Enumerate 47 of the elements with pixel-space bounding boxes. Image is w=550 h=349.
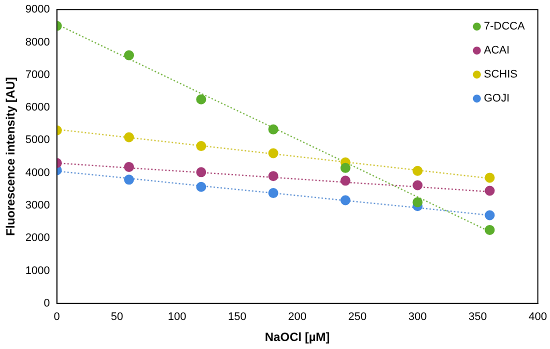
point — [196, 167, 206, 178]
x-tick-label: 350 — [468, 311, 487, 324]
point — [340, 195, 350, 206]
point — [268, 188, 278, 198]
legend-label: GOJI — [484, 92, 510, 105]
x-axis-title: NaOCl [µM] — [264, 330, 330, 344]
y-tick-label: 4000 — [25, 166, 50, 179]
point — [124, 50, 134, 60]
point — [268, 148, 278, 158]
legend-label: 7-DCCA — [484, 20, 526, 33]
point — [124, 162, 134, 172]
y-tick-label: 9000 — [25, 4, 50, 16]
y-tick-label: 3000 — [25, 200, 50, 212]
y-axis-title: Fluorescence intensity [AU] — [4, 77, 18, 236]
y-tick-label: 7000 — [25, 68, 50, 81]
x-tick-label: 400 — [528, 311, 548, 324]
point — [196, 182, 206, 192]
point — [340, 162, 350, 173]
x-tick-label: 250 — [348, 311, 367, 324]
y-tick-label: 6000 — [25, 102, 50, 114]
x-tick-label: 50 — [110, 311, 124, 324]
point — [484, 172, 495, 183]
point — [268, 124, 278, 134]
legend-label: ACAI — [484, 44, 510, 57]
point — [412, 197, 423, 208]
x-tick-label: 150 — [228, 311, 246, 324]
x-tick-label: 200 — [288, 311, 307, 324]
y-tick-label: 0 — [44, 297, 50, 310]
point — [484, 186, 495, 196]
point — [484, 224, 495, 235]
point — [196, 141, 206, 152]
legend-label: SCHIS — [484, 68, 518, 81]
point — [268, 171, 278, 182]
point — [412, 166, 423, 176]
x-tick-label: 300 — [408, 311, 427, 324]
x-tick-label: 0 — [54, 311, 60, 324]
point — [124, 174, 134, 185]
x-tick-label: 100 — [168, 311, 186, 324]
y-tick-label: 8000 — [25, 36, 50, 48]
y-tick-label: 2000 — [25, 232, 50, 244]
point — [340, 176, 350, 186]
y-tick-label: 5000 — [25, 134, 50, 146]
point — [412, 180, 423, 190]
point — [196, 94, 206, 104]
point — [484, 210, 495, 220]
y-tick-label: 1000 — [25, 264, 50, 277]
point — [124, 132, 134, 142]
